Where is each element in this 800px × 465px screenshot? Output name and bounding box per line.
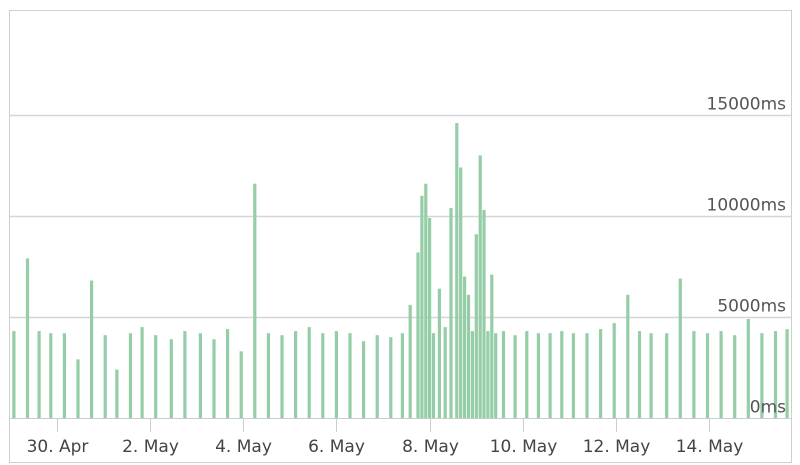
bar [321,333,325,418]
bar [294,331,298,418]
bar [501,331,506,418]
bar [348,333,352,418]
y-axis-ticks: 0ms 5000ms 10000ms 15000ms [707,95,787,418]
bar [525,331,529,418]
bar [455,123,459,418]
bar [637,331,642,418]
bar [37,331,41,418]
bar [431,333,436,418]
bar [486,331,490,418]
bar [705,333,710,418]
bar [154,335,158,418]
x-tick-label: 8. May [402,437,459,457]
bar [128,333,133,418]
bar [140,327,144,418]
bar [307,327,311,418]
bar [678,278,682,418]
bar [443,327,447,418]
bar [389,337,393,418]
bar [478,155,482,418]
x-tick-label: 14. May [676,437,744,457]
bar [494,333,498,418]
bar [599,329,603,418]
bar [746,319,750,418]
y-tick-label: 15000ms [707,95,787,115]
bar [466,294,471,418]
bar [548,333,552,418]
bar [760,333,764,418]
bar [463,276,467,418]
plot-frame [9,10,792,463]
bar [12,331,16,418]
bar [626,294,630,418]
bar [103,335,107,418]
bar [90,280,94,418]
bar [280,335,284,418]
bar [424,183,428,418]
bar [416,252,420,418]
bar [62,333,66,418]
bar [490,274,494,418]
bar [665,333,669,418]
x-tick-label: 10. May [490,437,558,457]
x-axis-ticks: 30. Apr 2. May 4. May 6. May 8. May 10. May 12… [27,418,744,457]
bar [76,359,80,418]
bar [362,341,366,418]
y-tick-label: 10000ms [707,196,787,216]
bar [437,288,441,418]
bar [470,331,474,418]
bar [459,167,463,418]
bar [25,258,30,418]
bar [513,335,517,418]
grid-lines [10,114,791,319]
x-tick-label: 2. May [122,437,179,457]
bar [585,333,589,418]
bar [198,333,202,418]
bar [649,333,653,418]
bar [692,331,696,418]
bar [334,331,338,418]
y-tick-label: 0ms [750,398,786,418]
y-tick-label: 5000ms [717,297,786,317]
bar [49,333,53,418]
bar [253,183,257,418]
bar [719,331,723,418]
bar [169,339,173,418]
x-tick-label: 4. May [215,437,272,457]
bar [420,195,424,418]
bar [612,323,616,418]
bar [571,333,575,418]
bar [536,333,540,418]
bar [408,304,412,418]
bar [773,331,778,418]
bars-group [12,123,789,418]
bar [449,207,453,418]
x-tick-label: 12. May [583,437,651,457]
bar [428,218,432,418]
bar [400,333,404,418]
bar [266,333,270,418]
bar [375,335,379,418]
bar [212,339,216,418]
bar [115,369,119,418]
bar [239,351,243,418]
x-tick-label: 30. Apr [27,437,89,457]
bar [733,335,737,418]
bar [474,234,478,418]
bar [560,331,564,418]
bar [785,329,789,418]
bar [226,329,230,418]
x-tick-label: 6. May [308,437,365,457]
bar [183,331,187,418]
bar [482,209,486,418]
